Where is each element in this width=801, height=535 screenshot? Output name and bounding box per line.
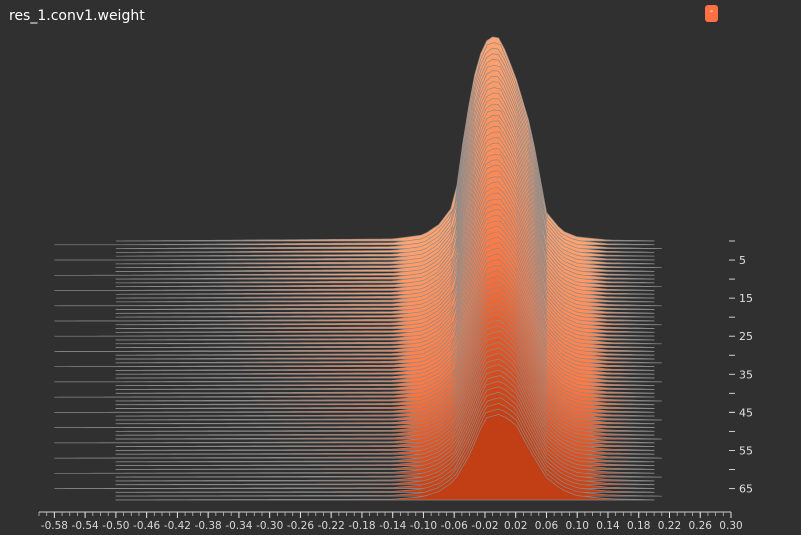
x-tick-label: 0.18 [627,520,650,532]
x-tick-label: -0.46 [133,520,160,532]
histogram-slice [115,59,655,257]
histogram-slices [54,36,662,501]
y-tick-label: 55 [739,444,753,457]
toggle-badge-button[interactable]: - [705,5,718,22]
x-tick-label: 0.14 [596,520,620,532]
y-tick-label: 65 [739,483,753,496]
histogram-slice [115,53,655,253]
x-tick-label: -0.10 [410,520,437,532]
y-tick-label: 35 [739,368,753,381]
x-tick-label: 0.02 [504,520,527,532]
x-tick-label: -0.38 [195,520,222,532]
y-tick-label: 5 [739,254,746,267]
histogram-slice [54,64,655,261]
x-tick-label: -0.50 [102,520,129,532]
x-axis: -0.58 -0.54 -0.50 -0.46 -0.42 -0.38 -0.34 -0.30… [38,511,743,532]
x-tick-label: -0.22 [318,520,345,532]
x-tick-label: -0.58 [41,520,68,532]
chart-title: res_1.conv1.weight [9,8,145,24]
histogram-slice [115,70,655,265]
x-tick-label: 0.06 [535,520,559,532]
y-tick-label: 25 [739,330,753,343]
x-tick-label: -0.18 [348,520,375,532]
x-tick-label: -0.42 [164,520,191,532]
x-tick-label: 0.30 [719,520,742,532]
y-tick-label: 45 [739,406,753,419]
histogram-slice [54,42,655,246]
y-axis: 5 15 25 35 45 55 65 [729,240,753,496]
histogram-slice [115,414,655,501]
x-tick-label: -0.14 [379,520,406,532]
x-tick-label: -0.34 [225,520,252,532]
x-tick-label: 0.26 [689,520,713,532]
x-tick-label: -0.02 [471,520,498,532]
x-tick-label: -0.26 [287,520,314,532]
x-tick-label: -0.06 [441,520,468,532]
x-tick-label: 0.10 [566,520,589,532]
x-tick-label: -0.30 [256,520,283,532]
x-tick-label: 0.22 [658,520,681,532]
x-tick-label: -0.54 [72,520,99,532]
histogram-slice [115,47,662,249]
y-tick-label: 15 [739,292,753,305]
histogram-slice [115,36,655,242]
